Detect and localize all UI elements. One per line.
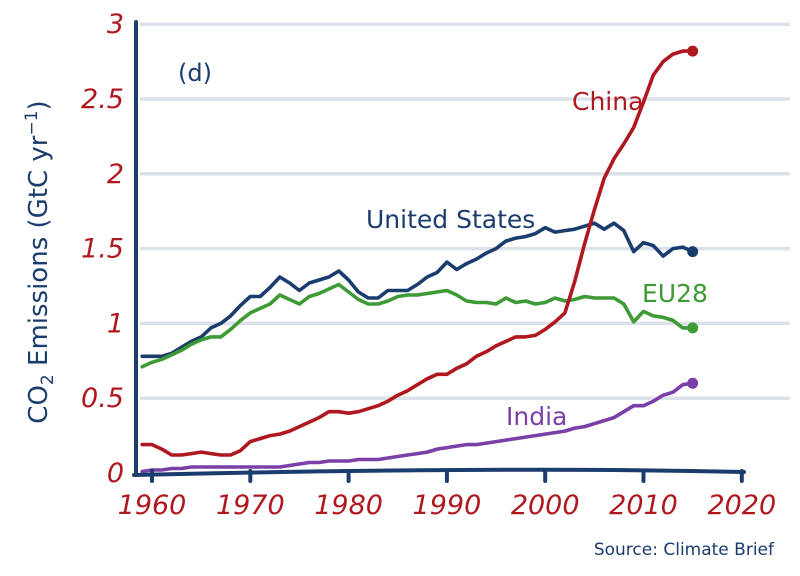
series-lines — [140, 45, 699, 474]
series-line-united-states — [140, 221, 695, 359]
end-marker-china — [687, 45, 699, 57]
series-label-eu28: EU28 — [642, 279, 708, 308]
y-axis-label-sub: 2 — [38, 374, 58, 385]
y-axis-label-main: Emissions (GtC yr — [24, 135, 54, 374]
gridlines — [140, 22, 790, 400]
y-axis-label-close: ) — [24, 100, 54, 110]
y-ticks: 0 0.5 1 1.5 2 2.5 3 — [81, 9, 124, 489]
series-label-india: India — [506, 402, 567, 431]
y-tick-label: 1.5 — [81, 234, 124, 265]
y-axis-label-co: CO — [24, 385, 54, 424]
x-tick-label: 1980 — [314, 490, 383, 521]
x-tick-label: 1960 — [118, 490, 187, 521]
panel-label: (d) — [178, 59, 212, 87]
series-line-eu28 — [140, 282, 695, 369]
y-axis-label: CO2 Emissions (GtC yr−1) — [22, 100, 58, 423]
axes — [132, 20, 746, 477]
series-line-india — [140, 381, 695, 474]
end-marker-india — [687, 377, 699, 389]
x-ticks: 1960 1970 1980 1990 2000 2010 2020 — [118, 469, 776, 521]
y-tick-label: 3 — [107, 9, 124, 40]
x-tick-label: 2000 — [511, 490, 580, 521]
x-tick-label: 1970 — [216, 490, 285, 521]
series-label-china: China — [572, 87, 643, 116]
source-note: Source: Climate Brief — [594, 540, 775, 560]
y-tick-label: 2 — [107, 159, 124, 190]
y-tick-label: 0 — [107, 458, 124, 489]
y-tick-label: 1 — [107, 308, 124, 339]
y-tick-label: 2.5 — [81, 84, 124, 115]
y-tick-label: 0.5 — [81, 383, 124, 414]
end-marker-eu28 — [687, 322, 699, 334]
x-axis-line — [132, 467, 746, 477]
y-axis-label-sup: −1 — [22, 110, 42, 135]
series-line-china — [140, 49, 695, 457]
end-marker-united-states — [687, 246, 699, 258]
x-tick-label: 2020 — [707, 490, 776, 521]
x-tick-label: 2010 — [609, 490, 678, 521]
x-tick-label: 1990 — [413, 490, 482, 521]
series-label-united-states: United States — [366, 205, 535, 234]
